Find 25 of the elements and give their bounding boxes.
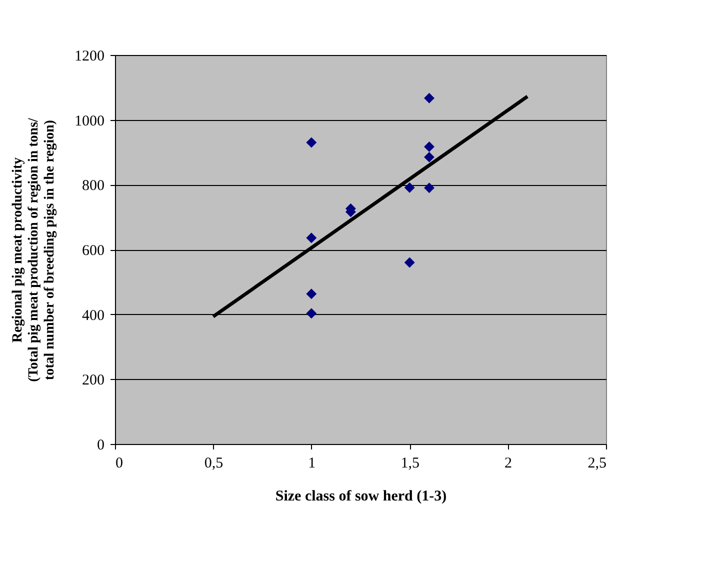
y-tick-label: 0 — [97, 438, 104, 454]
x-tick-label: 1,5 — [400, 456, 420, 472]
point — [404, 257, 415, 268]
point — [424, 92, 434, 104]
point — [306, 232, 317, 244]
point — [404, 182, 415, 193]
x-tick-label: 1 — [308, 456, 316, 472]
point — [424, 152, 434, 162]
x-tick-label: 0 — [116, 456, 123, 472]
y-tick-label: 600 — [82, 243, 104, 259]
y-axis-title: Regional pig meat productivity (Total pig meat production of region in tons/ total number of breeding pigs in the region) — [10, 116, 58, 382]
point — [306, 308, 317, 319]
y-tick-label: 1000 — [74, 113, 104, 130]
point — [306, 137, 317, 148]
y-tick-label: 200 — [82, 372, 104, 389]
x-tick-label: 2,5 — [588, 456, 606, 472]
point — [424, 141, 434, 152]
x-tick-label: 0,5 — [204, 456, 224, 472]
x-tick-label: 2 — [504, 456, 512, 472]
x-axis-title: Size class of sow herd (1-3) — [275, 488, 447, 504]
y-tick-label: 800 — [82, 178, 104, 194]
y-tick-label: 400 — [82, 308, 104, 324]
y-tick-label: 1200 — [74, 48, 104, 64]
point — [306, 288, 317, 300]
point — [424, 182, 434, 194]
